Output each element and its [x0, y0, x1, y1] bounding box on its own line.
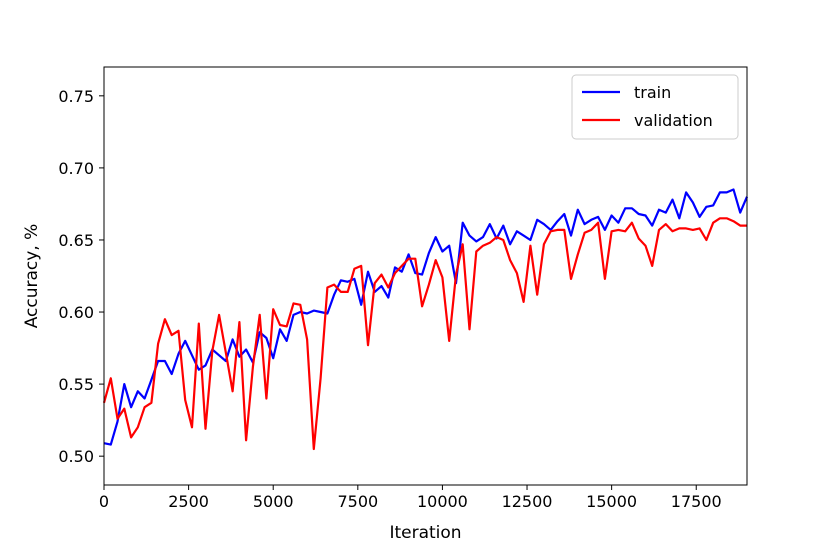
y-tick-label: 0.55 [58, 375, 94, 394]
legend-label: train [634, 83, 671, 102]
x-axis-label: Iteration [389, 523, 461, 543]
y-tick-label: 0.65 [58, 231, 94, 250]
legend-label: validation [634, 111, 713, 130]
plot-frame [103, 66, 748, 486]
y-axis: 0.50 0.55 0.60 0.65 0.70 0.75 [58, 87, 104, 466]
x-tick-label: 15000 [586, 492, 637, 511]
series-line-train [103, 188, 749, 446]
x-tick-label: 0 [99, 492, 109, 511]
x-tick-label: 12500 [502, 492, 553, 511]
x-tick-label: 7500 [337, 492, 378, 511]
y-tick-label: 0.70 [58, 159, 94, 178]
x-tick-label: 5000 [253, 492, 294, 511]
y-tick-label: 0.60 [58, 303, 94, 322]
y-tick-label: 0.75 [58, 87, 94, 106]
y-tick-label: 0.50 [58, 447, 94, 466]
y-axis-label: Accuracy, % [22, 224, 42, 329]
x-tick-label: 17500 [671, 492, 722, 511]
series-layer [102, 188, 749, 451]
x-tick-label: 2500 [168, 492, 209, 511]
x-tick-label: 10000 [417, 492, 468, 511]
x-axis: 0 2500 5000 7500 10000 12500 15000 17500 [99, 485, 722, 511]
series-line-validation [102, 217, 747, 451]
legend: train validation [571, 74, 739, 140]
